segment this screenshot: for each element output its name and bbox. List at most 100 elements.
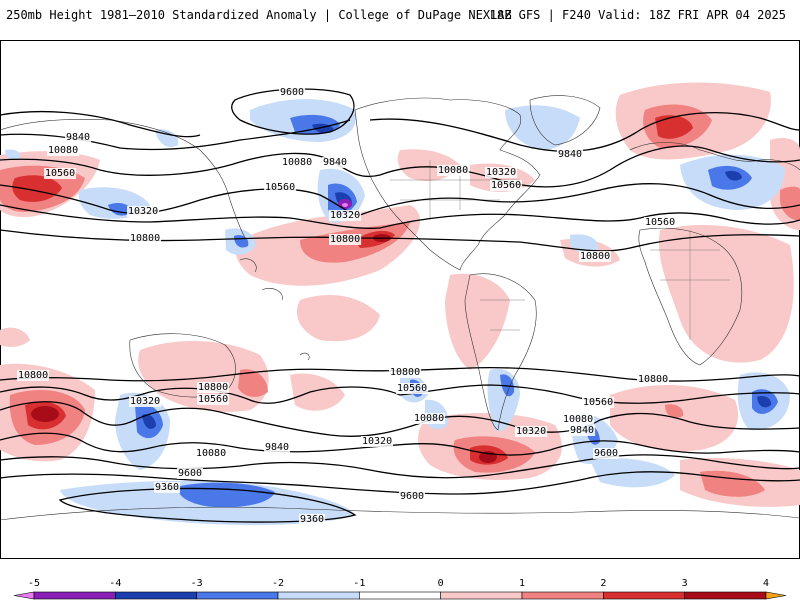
- contour-label: 10560: [583, 397, 613, 408]
- colorbar-tick-label: 4: [763, 578, 769, 589]
- contour-label: 9840: [66, 132, 90, 143]
- contour-label: 10800: [330, 234, 360, 245]
- contour-label-halo: [557, 149, 584, 160]
- contour-label: 10800: [198, 382, 228, 393]
- colorbar-max-arrow: [765, 591, 787, 600]
- colorbar-tick-label: -1: [353, 578, 365, 589]
- contour-label-halo: [279, 87, 306, 98]
- contour-label-halo: [44, 168, 77, 179]
- contour-label-halo: [197, 394, 230, 405]
- contour-label: 9600: [594, 448, 618, 459]
- contour-label-halo: [515, 426, 548, 437]
- contour-label: 10800: [130, 233, 160, 244]
- contour-label-halo: [154, 482, 181, 493]
- contour-label-halo: [413, 413, 446, 424]
- contour-label: 9600: [280, 87, 304, 98]
- contour-label-halo: [637, 374, 670, 385]
- contour-label-halo: [569, 425, 596, 436]
- contour-label: 9840: [265, 442, 289, 453]
- contour-label-halo: [361, 436, 394, 447]
- colorbar-swatch: [684, 591, 767, 600]
- contour-label-halo: [17, 370, 50, 381]
- contour-label: 10080: [282, 157, 312, 168]
- contour-label-halo: [329, 210, 362, 221]
- colorbar-swatch: [115, 591, 197, 600]
- contour-label: 9600: [400, 491, 424, 502]
- contour-label-halo: [485, 167, 518, 178]
- contour-labels: 9600 9840 10080 10560 10320 10080 9840 1…: [17, 87, 677, 525]
- anomaly-map: 9600 9840 10080 10560 10320 10080 9840 1…: [0, 40, 800, 559]
- contour-label-halo: [127, 206, 160, 217]
- contour-label: 10080: [414, 413, 444, 424]
- contour-label: 10080: [563, 414, 593, 425]
- contour-label: 10800: [580, 251, 610, 262]
- contour-label: 9360: [300, 514, 324, 525]
- contour-label: 10080: [196, 448, 226, 459]
- contour-label-halo: [322, 157, 349, 168]
- contour-label: 10800: [390, 367, 420, 378]
- header: 250mb Height 1981–2010 Standardized Anom…: [0, 0, 800, 40]
- contour-label: 10320: [362, 436, 392, 447]
- contour-label-halo: [47, 145, 80, 156]
- colorbar-tick-label: 3: [682, 578, 688, 589]
- contour-label: 10080: [438, 165, 468, 176]
- map-title: 250mb Height 1981–2010 Standardized Anom…: [6, 8, 512, 22]
- contour-label: 10800: [638, 374, 668, 385]
- colorbar-tick-label: -2: [272, 578, 284, 589]
- colorbar-swatch: [277, 591, 360, 600]
- colorbar-tick-label: -5: [28, 578, 40, 589]
- contour-label-halo: [197, 382, 230, 393]
- contour-label: 10320: [486, 167, 516, 178]
- contour-label-halo: [396, 383, 429, 394]
- colorbar-min-arrow: [13, 591, 35, 600]
- colorbar-swatch: [196, 591, 279, 600]
- colorbar-tick-label: 2: [600, 578, 606, 589]
- contour-label-halo: [177, 468, 204, 479]
- contour-label-halo: [299, 514, 326, 525]
- record-negative-anomaly: [342, 203, 348, 207]
- colorbar-tick-label: 1: [519, 578, 525, 589]
- contour-label: 10560: [198, 394, 228, 405]
- contour-label: 10080: [48, 145, 78, 156]
- contour-label: 10320: [130, 396, 160, 407]
- contour-label-halo: [389, 367, 422, 378]
- contour-label-halo: [490, 180, 523, 191]
- contour-label: 9360: [155, 482, 179, 493]
- contour-label: 10560: [265, 182, 295, 193]
- colorbar-swatch: [521, 591, 604, 600]
- contour-label: 9600: [178, 468, 202, 479]
- contour-label-halo: [329, 234, 362, 245]
- colorbar-tick-label: -3: [191, 578, 203, 589]
- contour-label-halo: [644, 217, 677, 228]
- contour-label: 10320: [516, 426, 546, 437]
- contour-label: 9840: [323, 157, 347, 168]
- contour-label-halo: [129, 233, 162, 244]
- colorbar-tick-label: 0: [438, 578, 444, 589]
- colorbar-swatches: [13, 591, 787, 600]
- colorbar-swatch: [603, 591, 685, 600]
- contour-label-halo: [129, 396, 162, 407]
- contour-label-halo: [264, 182, 297, 193]
- contour-label: 10560: [45, 168, 75, 179]
- colorbar: -5-4-3-2-1012345: [13, 578, 787, 600]
- model-run-valid-time: 18Z GFS | F240 Valid: 18Z FRI APR 04 202…: [489, 8, 786, 22]
- contour-label-halo: [562, 414, 595, 425]
- contour-label-halo: [579, 251, 612, 262]
- contour-label: 10320: [128, 206, 158, 217]
- contour-label-halo: [399, 491, 426, 502]
- contour-label-halo: [437, 165, 470, 176]
- contour-label: 10800: [18, 370, 48, 381]
- strong-positive-anomaly: [12, 115, 693, 465]
- contour-label-halo: [582, 397, 615, 408]
- contour-label: 10560: [645, 217, 675, 228]
- colorbar-swatch: [359, 591, 441, 600]
- contour-label-halo: [281, 157, 314, 168]
- colorbar-swatch: [440, 591, 523, 600]
- contour-label-halo: [264, 442, 291, 453]
- contour-label-halo: [65, 132, 92, 143]
- contour-label: 9840: [558, 149, 582, 160]
- colorbar-tick-label: -4: [109, 578, 121, 589]
- contour-label: 10320: [330, 210, 360, 221]
- contour-label-halo: [593, 448, 620, 459]
- contour-label: 9840: [570, 425, 594, 436]
